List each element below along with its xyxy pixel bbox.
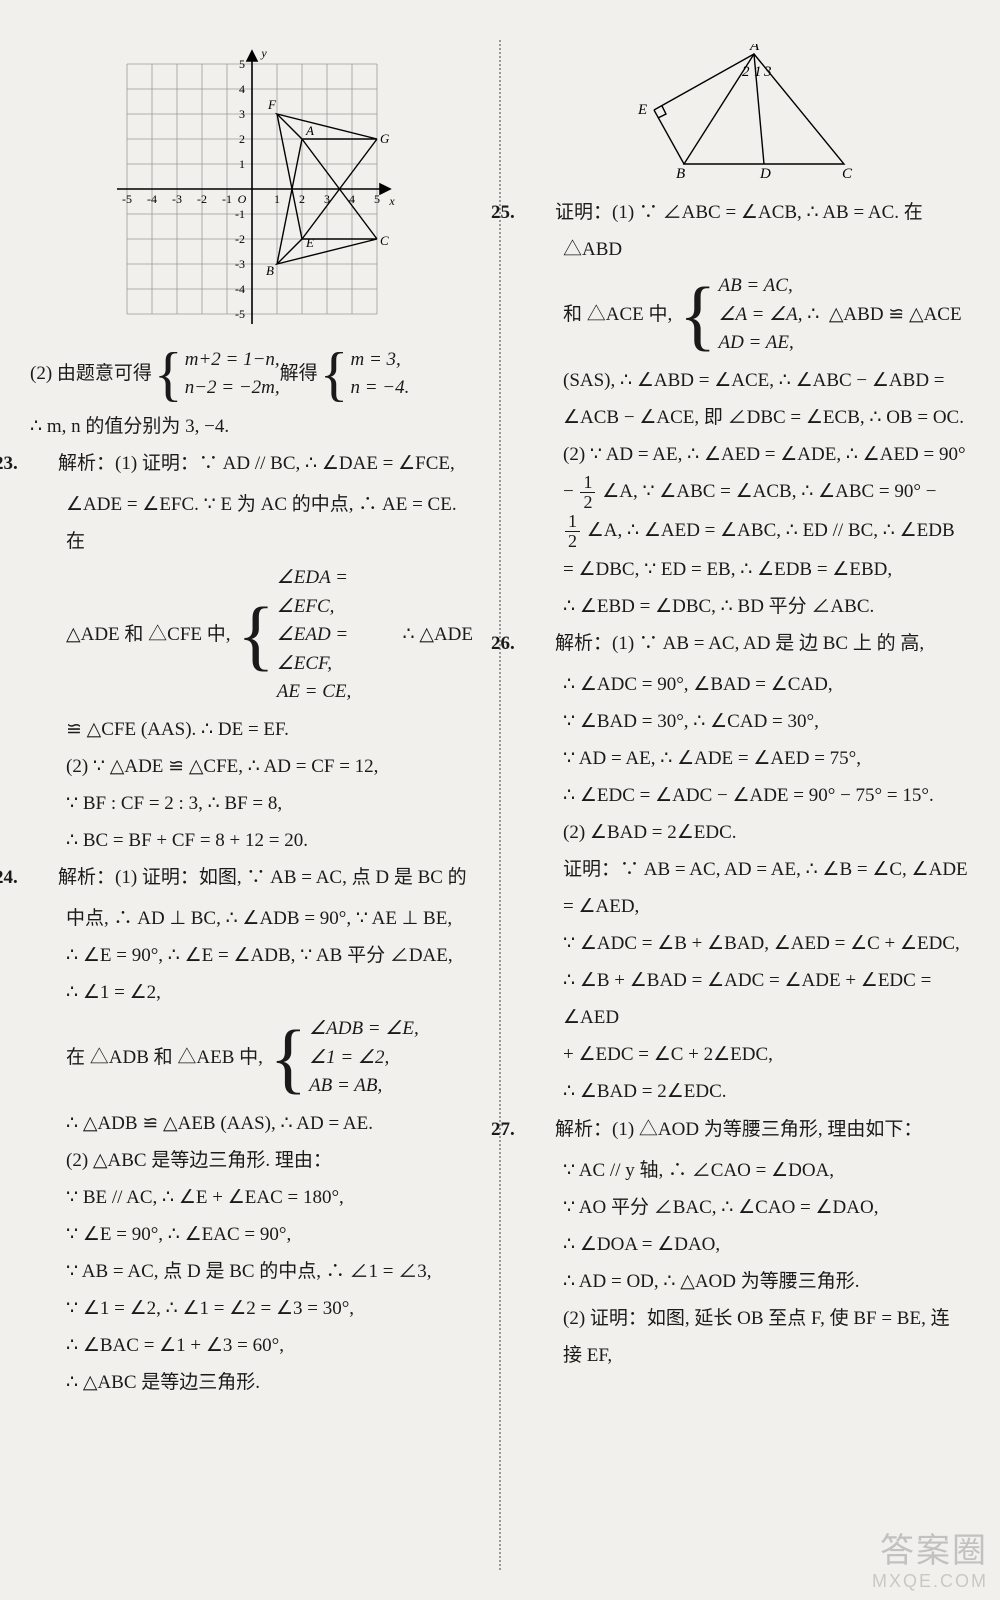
svg-text:-3: -3 [172, 192, 182, 206]
watermark: 答案圈 MXQE.COM [872, 1532, 988, 1592]
svg-text:3: 3 [239, 107, 245, 121]
svg-text:5: 5 [239, 57, 245, 71]
svg-text:1: 1 [239, 157, 245, 171]
q26-1d: ∵ AD = AE, ∴ ∠ADE = ∠AED = 75°, [527, 740, 970, 777]
q27-1b: ∵ AC // y 轴, ∴ ∠CAO = ∠DOA, [527, 1152, 970, 1189]
svg-text:-4: -4 [235, 282, 245, 296]
svg-text:2: 2 [742, 64, 750, 80]
svg-text:E: E [305, 235, 314, 250]
q26-1c: ∵ ∠BAD = 30°, ∴ ∠CAD = 30°, [527, 703, 970, 740]
svg-text:-1: -1 [235, 207, 245, 221]
q27-1d: ∴ ∠DOA = ∠DAO, [527, 1226, 970, 1263]
svg-text:y: y [260, 46, 267, 60]
q24-2g: ∴ △ABC 是等边三角形. [30, 1364, 473, 1401]
svg-text:2: 2 [299, 192, 305, 206]
q26-1e: ∴ ∠EDC = ∠ADC − ∠ADE = 90° − 75° = 15°. [527, 777, 970, 814]
q24-2d: ∵ AB = AC, 点 D 是 BC 的中点, ∴ ∠1 = ∠3, [30, 1253, 473, 1290]
q26-line1: 26.解析：(1) ∵ AB = AC, AD 是 边 BC 上 的 高, [527, 625, 970, 662]
q24-2c: ∵ ∠E = 90°, ∴ ∠EAC = 90°, [30, 1216, 473, 1253]
q23-2a: (2) ∵ △ADE ≌ △CFE, ∴ AD = CF = 12, [30, 748, 473, 785]
q24-2f: ∴ ∠BAC = ∠1 + ∠3 = 60°, [30, 1327, 473, 1364]
q23-2b: ∵ BF : CF = 2 : 3, ∴ BF = 8, [30, 785, 473, 822]
q25-2d: = ∠DBC, ∵ ED = EB, ∴ ∠EDB = ∠EBD, [527, 551, 970, 588]
left-column: -5-4-3 -2-1 123 45 543 21 -1-2-3 -4-5 O … [30, 40, 473, 1570]
q23-line1: 23.解析：(1) 证明：∵ AD // BC, ∴ ∠DAE = ∠FCE, [30, 445, 473, 482]
svg-text:F: F [267, 97, 277, 112]
svg-text:4: 4 [239, 82, 245, 96]
q25-2e: ∴ ∠EBD = ∠DBC, ∴ BD 平分 ∠ABC. [527, 588, 970, 625]
svg-text:E: E [637, 102, 647, 118]
svg-text:5: 5 [374, 192, 380, 206]
q23-brace: △ADE 和 △CFE 中, { ∠EDA = ∠EFC, ∠EAD = ∠EC… [30, 564, 473, 707]
coordinate-graph: -5-4-3 -2-1 123 45 543 21 -1-2-3 -4-5 O … [30, 44, 473, 334]
q25-1b: (SAS), ∴ ∠ABD = ∠ACE, ∴ ∠ABC − ∠ABD = [527, 362, 970, 399]
q27-2a: (2) 证明：如图, 延长 OB 至点 F, 使 BF = BE, 连 [527, 1300, 970, 1337]
svg-text:-5: -5 [235, 307, 245, 321]
svg-text:3: 3 [763, 64, 772, 80]
svg-text:-3: -3 [235, 257, 245, 271]
svg-text:-2: -2 [235, 232, 245, 246]
q25-line1: 25.证明：(1) ∵ ∠ABC = ∠ACB, ∴ AB = AC. 在 △A… [527, 194, 970, 268]
svg-text:B: B [266, 263, 274, 278]
svg-text:1: 1 [754, 64, 762, 80]
svg-text:C: C [842, 166, 853, 182]
svg-text:A: A [305, 123, 314, 138]
q23-2c: ∴ BC = BF + CF = 8 + 12 = 20. [30, 822, 473, 859]
q24-1b: 中点, ∴ AD ⊥ BC, ∴ ∠ADB = 90°, ∵ AE ⊥ BE, [30, 900, 473, 937]
svg-text:2: 2 [239, 132, 245, 146]
q24-1e: ∴ △ADB ≌ △AEB (AAS), ∴ AD = AE. [30, 1105, 473, 1142]
q24-2b: ∵ BE // AC, ∴ ∠E + ∠EAC = 180°, [30, 1179, 473, 1216]
q25-2a: (2) ∵ AD = AE, ∴ ∠AED = ∠ADE, ∴ ∠AED = 9… [527, 436, 970, 473]
q26-1b: ∴ ∠ADC = 90°, ∠BAD = ∠CAD, [527, 666, 970, 703]
q24-1d: ∴ ∠1 = ∠2, [30, 974, 473, 1011]
svg-text:G: G [380, 131, 390, 146]
q23-line3: ≌ △CFE (AAS). ∴ DE = EF. [30, 711, 473, 748]
q26-2d: ∵ ∠ADC = ∠B + ∠BAD, ∠AED = ∠C + ∠EDC, [527, 925, 970, 962]
q24-2e: ∵ ∠1 = ∠2, ∴ ∠1 = ∠2 = ∠3 = 30°, [30, 1290, 473, 1327]
q25-2c: 12 ∠A, ∴ ∠AED = ∠ABC, ∴ ED // BC, ∴ ∠EDB [527, 512, 970, 551]
q26-2c: = ∠AED, [527, 888, 970, 925]
q22-line1: (2) 由题意可得 { m+2 = 1−n, n−2 = −2m, 解得 { m… [30, 344, 473, 404]
triangle-figure: A B C D E 2 1 3 [527, 44, 970, 184]
svg-text:A: A [749, 44, 760, 54]
q26-2a: (2) ∠BAD = 2∠EDC. [527, 814, 970, 851]
svg-text:B: B [676, 166, 685, 182]
q25-1c: ∠ACB − ∠ACE, 即 ∠DBC = ∠ECB, ∴ OB = OC. [527, 399, 970, 436]
svg-text:D: D [759, 166, 771, 182]
q27-line1: 27.解析：(1) △AOD 为等腰三角形, 理由如下： [527, 1111, 970, 1148]
q26-2g: ∴ ∠BAD = 2∠EDC. [527, 1073, 970, 1110]
svg-text:O: O [237, 192, 246, 206]
q25-2b: − 12 ∠A, ∵ ∠ABC = ∠ACB, ∴ ∠ABC = 90° − [527, 473, 970, 512]
q24-line1: 24.解析：(1) 证明：如图, ∵ AB = AC, 点 D 是 BC 的 [30, 859, 473, 896]
q26-2b: 证明：∵ AB = AC, AD = AE, ∴ ∠B = ∠C, ∠ADE [527, 851, 970, 888]
q27-1c: ∵ AO 平分 ∠BAC, ∴ ∠CAO = ∠DAO, [527, 1189, 970, 1226]
q25-brace: 和 △ACE 中, { AB = AC, ∠A = ∠A, AD = AE, ∴… [527, 272, 970, 358]
svg-text:-2: -2 [197, 192, 207, 206]
q23-line2: ∠ADE = ∠EFC. ∵ E 为 AC 的中点, ∴ AE = CE. 在 [30, 486, 473, 560]
q26-2f: + ∠EDC = ∠C + 2∠EDC, [527, 1036, 970, 1073]
svg-text:-1: -1 [222, 192, 232, 206]
svg-text:-4: -4 [147, 192, 157, 206]
svg-text:C: C [380, 233, 389, 248]
q24-2a: (2) △ABC 是等边三角形. 理由： [30, 1142, 473, 1179]
q27-2b: 接 EF, [527, 1337, 970, 1374]
q22-concl: ∴ m, n 的值分别为 3, −4. [30, 408, 473, 445]
right-column: A B C D E 2 1 3 25.证明：(1) ∵ ∠ABC = ∠ACB,… [527, 40, 970, 1570]
svg-text:1: 1 [274, 192, 280, 206]
svg-text:-5: -5 [122, 192, 132, 206]
q24-1c: ∴ ∠E = 90°, ∴ ∠E = ∠ADB, ∵ AB 平分 ∠DAE, [30, 937, 473, 974]
q26-2e: ∴ ∠B + ∠BAD = ∠ADC = ∠ADE + ∠EDC = ∠AED [527, 962, 970, 1036]
q27-1e: ∴ AD = OD, ∴ △AOD 为等腰三角形. [527, 1263, 970, 1300]
q24-brace: 在 △ADB 和 △AEB 中, { ∠ADB = ∠E, ∠1 = ∠2, A… [30, 1015, 473, 1101]
column-divider [499, 40, 501, 1570]
svg-text:x: x [388, 194, 395, 208]
